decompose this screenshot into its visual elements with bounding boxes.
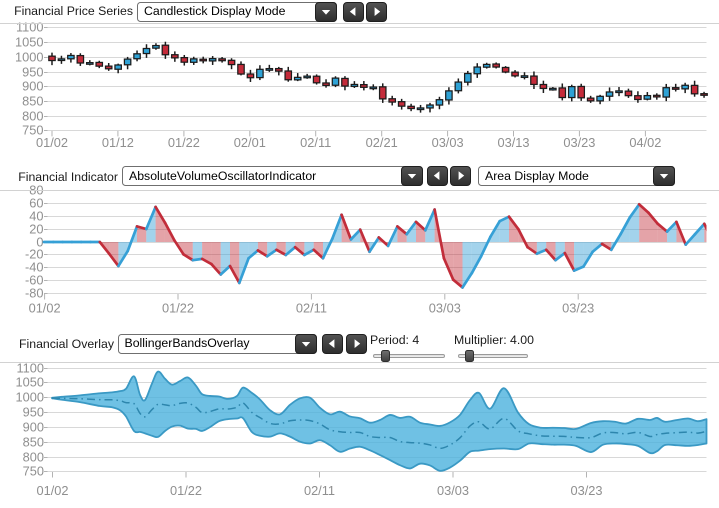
svg-text:01/22: 01/22: [168, 135, 200, 150]
svg-text:03/03: 03/03: [437, 483, 469, 498]
svg-text:01/22: 01/22: [170, 483, 202, 498]
svg-text:800: 800: [23, 449, 44, 464]
svg-text:-80: -80: [25, 285, 44, 300]
svg-text:20: 20: [29, 221, 43, 236]
svg-text:1050: 1050: [16, 374, 44, 389]
svg-text:02/21: 02/21: [366, 135, 398, 150]
svg-text:80: 80: [29, 182, 43, 197]
svg-text:1000: 1000: [16, 389, 44, 404]
svg-text:04/02: 04/02: [629, 135, 661, 150]
svg-text:01/02: 01/02: [36, 483, 68, 498]
svg-text:950: 950: [22, 64, 43, 79]
svg-text:02/11: 02/11: [300, 135, 331, 150]
svg-text:01/02: 01/02: [36, 135, 68, 150]
svg-text:03/23: 03/23: [570, 483, 602, 498]
svg-text:-40: -40: [25, 259, 44, 274]
svg-text:850: 850: [23, 434, 44, 449]
svg-text:800: 800: [22, 108, 43, 123]
svg-text:-20: -20: [25, 246, 44, 261]
svg-text:03/13: 03/13: [497, 135, 529, 150]
svg-text:02/01: 02/01: [234, 135, 266, 150]
svg-text:1050: 1050: [15, 34, 43, 49]
svg-text:750: 750: [23, 463, 44, 478]
svg-text:1100: 1100: [16, 19, 44, 34]
svg-text:03/23: 03/23: [562, 301, 594, 316]
svg-text:850: 850: [22, 93, 43, 108]
svg-text:40: 40: [29, 208, 43, 223]
svg-text:03/03: 03/03: [429, 301, 461, 316]
svg-text:1100: 1100: [16, 360, 44, 375]
svg-text:950: 950: [23, 404, 44, 419]
svg-text:900: 900: [22, 78, 43, 93]
svg-text:0: 0: [36, 234, 43, 249]
svg-text:01/02: 01/02: [29, 301, 61, 316]
svg-text:01/12: 01/12: [102, 135, 134, 150]
svg-text:750: 750: [22, 122, 43, 137]
svg-text:03/23: 03/23: [563, 135, 595, 150]
svg-text:60: 60: [29, 195, 43, 210]
svg-text:1000: 1000: [15, 49, 43, 64]
svg-text:02/11: 02/11: [296, 301, 327, 316]
svg-text:01/22: 01/22: [162, 301, 194, 316]
svg-text:900: 900: [23, 419, 44, 434]
svg-text:-60: -60: [25, 272, 44, 287]
svg-text:03/03: 03/03: [432, 135, 464, 150]
svg-text:02/11: 02/11: [304, 483, 335, 498]
